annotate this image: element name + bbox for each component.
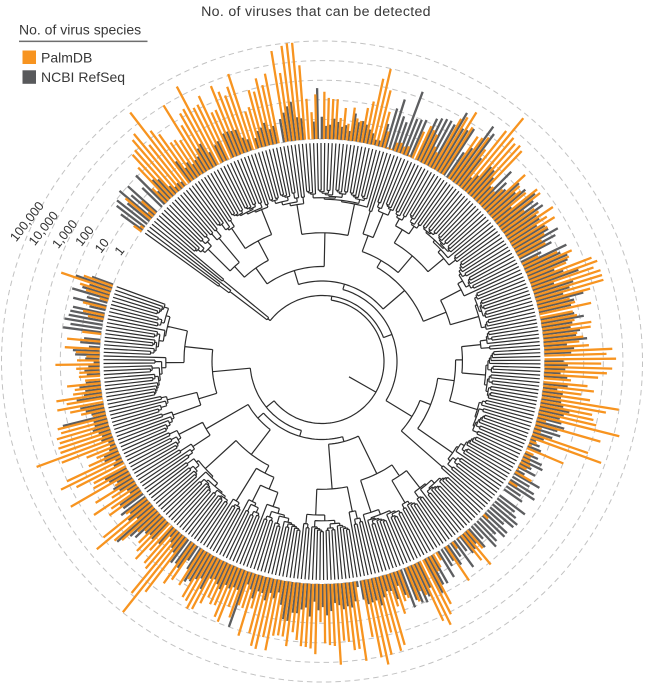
svg-text:PalmDB: PalmDB (41, 50, 92, 66)
svg-text:No. of virus species: No. of virus species (19, 22, 141, 38)
svg-text:No. of viruses that can be det: No. of viruses that can be detected (201, 4, 431, 20)
svg-text:NCBI RefSeq: NCBI RefSeq (41, 69, 125, 85)
